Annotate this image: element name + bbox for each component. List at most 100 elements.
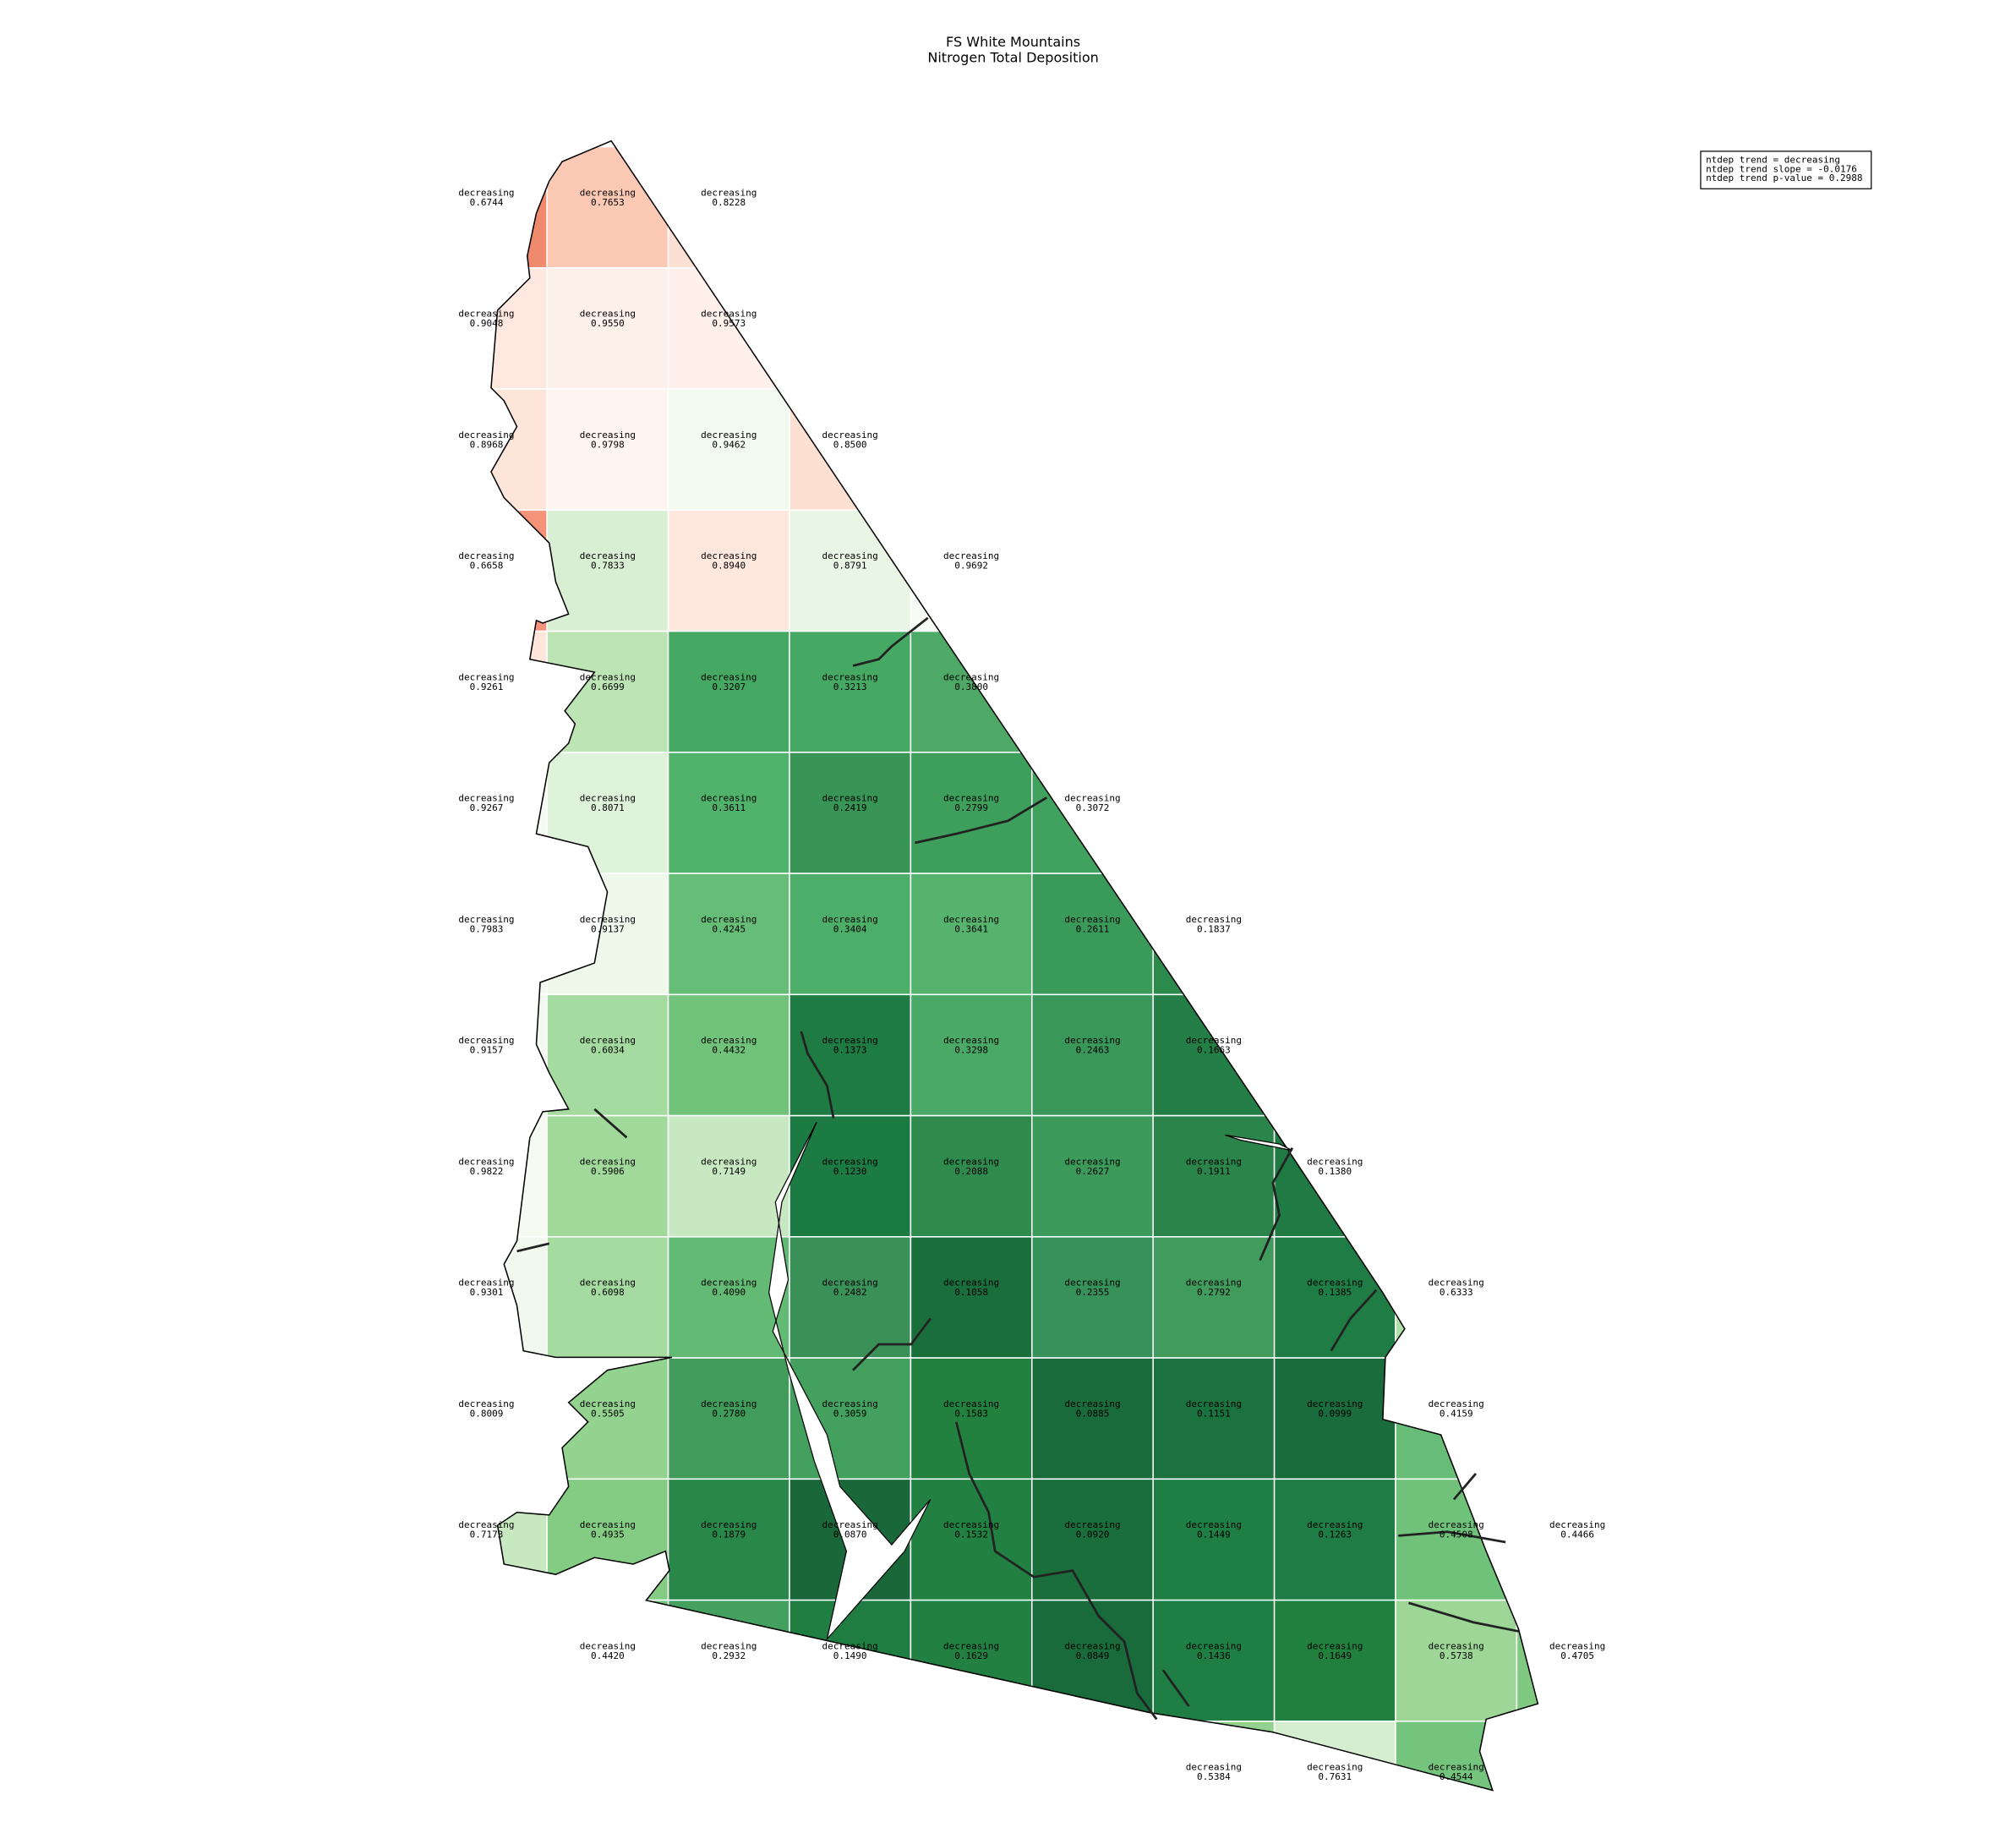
grid-cell xyxy=(1152,1357,1276,1480)
cell-trend: decreasing xyxy=(701,1035,757,1046)
cell-value: 0.2799 xyxy=(954,802,988,813)
grid-cell xyxy=(910,1236,1033,1359)
cell-trend: decreasing xyxy=(943,1519,999,1530)
cell-value: 0.3611 xyxy=(712,802,746,813)
cell-trend: decreasing xyxy=(458,430,514,440)
cell-value: 0.7983 xyxy=(470,923,504,934)
grid xyxy=(490,145,1538,1791)
cell-trend: decreasing xyxy=(822,430,878,440)
cell-trend: decreasing xyxy=(943,793,999,804)
cell-trend: decreasing xyxy=(943,550,999,561)
legend-line: ntdep trend = decreasing xyxy=(1706,155,1840,166)
cell-value: 0.9692 xyxy=(954,561,988,572)
cell-value: 0.6744 xyxy=(470,197,504,208)
grid-cell xyxy=(1031,1114,1154,1238)
cell-trend: decreasing xyxy=(458,1398,514,1409)
lake xyxy=(1225,1134,1293,1152)
cell-trend: decreasing xyxy=(580,1035,636,1046)
cell-value: 0.0885 xyxy=(1076,1408,1110,1419)
cell-trend: decreasing xyxy=(701,1278,757,1289)
cell-value: 0.3072 xyxy=(1076,802,1110,813)
cell-trend: decreasing xyxy=(943,1278,999,1289)
cell-value: 0.4432 xyxy=(712,1045,746,1056)
legend-box xyxy=(1700,150,1872,189)
cell-trend: decreasing xyxy=(458,1035,514,1046)
cell-trend: decreasing xyxy=(1064,1156,1120,1167)
cell-value: 0.9267 xyxy=(470,802,504,813)
cell-value: 0.4245 xyxy=(712,923,746,934)
cell-value: 0.3059 xyxy=(833,1408,867,1419)
cell-trend: decreasing xyxy=(701,309,757,320)
cell-trend: decreasing xyxy=(822,1156,878,1167)
grid-cell xyxy=(789,630,912,753)
cell-trend: decreasing xyxy=(458,793,514,804)
cell-trend: decreasing xyxy=(1064,1398,1120,1409)
cell-value: 0.1058 xyxy=(954,1287,988,1298)
cell-trend: decreasing xyxy=(1429,1519,1484,1530)
cell-trend: decreasing xyxy=(943,1035,999,1046)
cell-value: 0.9798 xyxy=(591,439,625,450)
cell-trend: decreasing xyxy=(701,430,757,440)
boundary xyxy=(490,140,1539,1792)
cell-trend: decreasing xyxy=(1307,1762,1363,1773)
cell-trend: decreasing xyxy=(580,309,636,320)
grid-cell xyxy=(667,1478,790,1601)
grid-cell xyxy=(1031,1357,1154,1480)
title: FS White Mountains xyxy=(946,34,1080,50)
cell-trend: decreasing xyxy=(822,671,878,682)
grid-cell xyxy=(546,1114,669,1238)
cell-value: 0.0849 xyxy=(1076,1650,1110,1661)
cell-trend: decreasing xyxy=(943,671,999,682)
cell-value: 0.2482 xyxy=(833,1287,867,1298)
cell-trend: decreasing xyxy=(580,430,636,440)
cell-value: 0.2419 xyxy=(833,802,867,813)
cell-trend: decreasing xyxy=(1429,1278,1484,1289)
cell-value: 0.4420 xyxy=(591,1650,625,1661)
cell-value: 0.3213 xyxy=(833,681,867,692)
cell-labels: decreasing 0.6744 decreasing 0.7653 decreasi… xyxy=(458,187,1605,1782)
lake xyxy=(768,1121,932,1641)
grid-cell xyxy=(667,1114,790,1238)
legend-line: ntdep trend slope = -0.0176 xyxy=(1706,163,1857,174)
cell-value: 0.8009 xyxy=(470,1408,504,1419)
cell-value: 0.0920 xyxy=(1076,1529,1110,1540)
cell-value: 0.1263 xyxy=(1318,1529,1352,1540)
grid-cell xyxy=(1152,1599,1276,1722)
cell-trend: decreasing xyxy=(701,550,757,561)
cell-trend: decreasing xyxy=(580,1398,636,1409)
cell-value: 0.1436 xyxy=(1197,1650,1231,1661)
cell-trend: decreasing xyxy=(943,914,999,925)
grid-cell xyxy=(546,1236,669,1359)
grid-cell xyxy=(1152,1114,1276,1238)
cell-trend: decreasing xyxy=(1186,1762,1242,1773)
cell-value: 0.2611 xyxy=(1076,923,1110,934)
cell-trend: decreasing xyxy=(701,914,757,925)
cell-trend: decreasing xyxy=(1064,1640,1120,1651)
cell-trend: decreasing xyxy=(580,1156,636,1167)
cell-value: 0.2792 xyxy=(1197,1287,1231,1298)
cell-trend: decreasing xyxy=(822,793,878,804)
grid-cell xyxy=(667,509,790,632)
cell-trend: decreasing xyxy=(458,309,514,320)
cell-value: 0.2088 xyxy=(954,1166,988,1177)
cell-trend: decreasing xyxy=(701,671,757,682)
cell-trend: decreasing xyxy=(1429,1640,1484,1651)
cell-trend: decreasing xyxy=(580,1278,636,1289)
cell-trend: decreasing xyxy=(1549,1640,1605,1651)
cell-trend: decreasing xyxy=(1064,914,1120,925)
grid-cell xyxy=(789,873,912,996)
cell-value: 0.1837 xyxy=(1197,923,1231,934)
cell-value: 0.1230 xyxy=(833,1166,867,1177)
cell-trend: decreasing xyxy=(580,671,636,682)
cell-value: 0.9301 xyxy=(470,1287,504,1298)
cell-trend: decreasing xyxy=(1064,1519,1120,1530)
cell-trend: decreasing xyxy=(1064,793,1120,804)
cell-trend: decreasing xyxy=(1186,914,1242,925)
cell-value: 0.8071 xyxy=(591,802,625,813)
cell-trend: decreasing xyxy=(1307,1156,1363,1167)
cell-value: 0.2463 xyxy=(1076,1045,1110,1056)
cell-value: 0.2780 xyxy=(712,1408,746,1419)
cell-value: 0.5384 xyxy=(1197,1771,1231,1782)
cell-value: 0.4508 xyxy=(1440,1529,1473,1540)
